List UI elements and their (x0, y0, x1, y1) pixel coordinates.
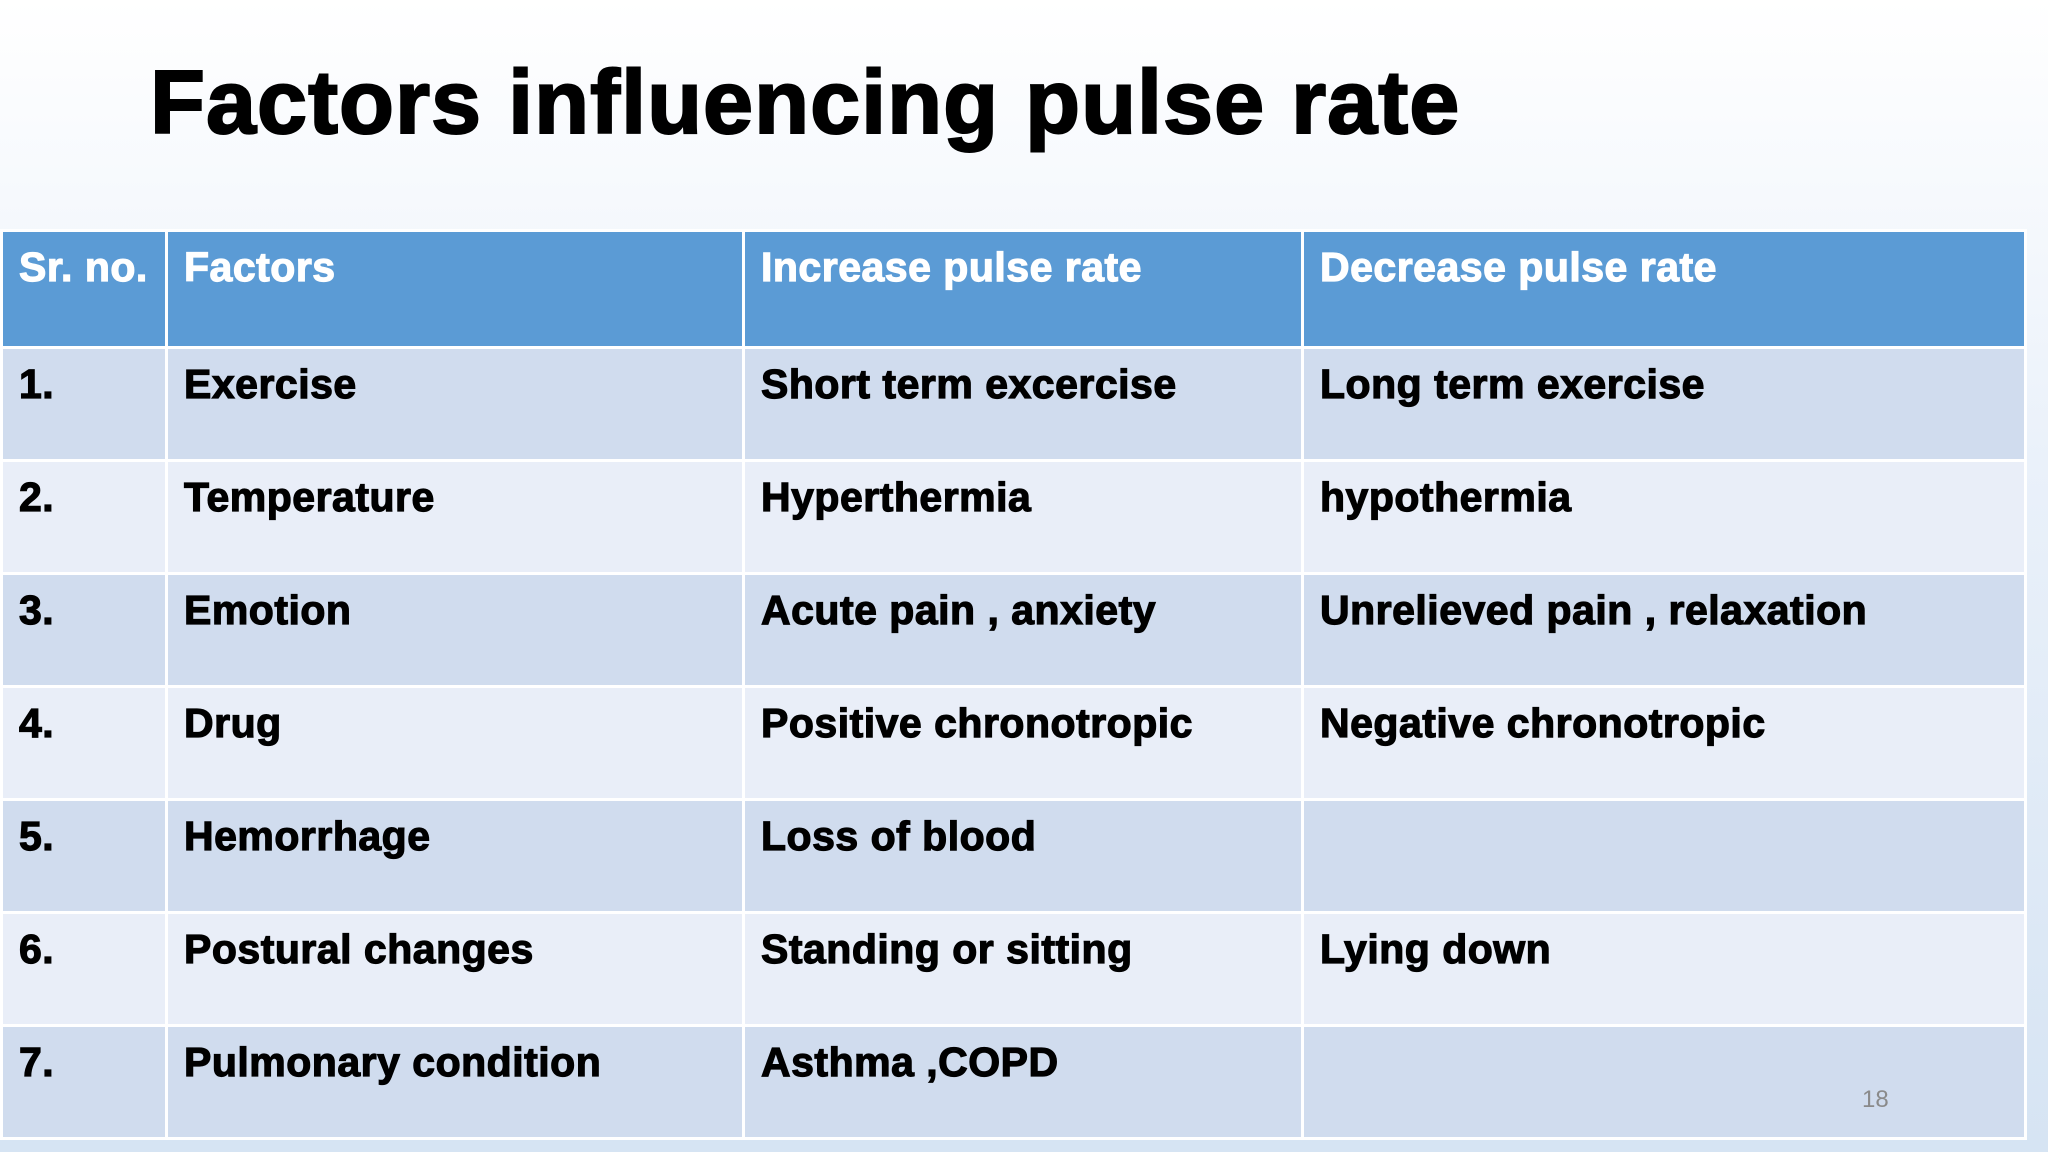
table-cell: Asthma ,COPD (742, 1024, 1304, 1140)
table-cell: Short term excercise (742, 346, 1304, 462)
table-cell: 6. (0, 911, 168, 1027)
slide-title: Factors influencing pulse rate (149, 52, 1461, 154)
table-cell: 7. (0, 1024, 168, 1140)
table-row: 1. Exercise Short term excercise Long term … (0, 346, 2027, 462)
table-head: Sr. no. Factors Increase pulse rate Decreas… (0, 229, 2027, 349)
table-cell: Exercise (165, 346, 745, 462)
table-cell: Long term exercise (1301, 346, 2027, 462)
table-cell: Postural changes (165, 911, 745, 1027)
table-cell: Drug (165, 685, 745, 801)
table-cell: Negative chronotropic (1301, 685, 2027, 801)
table-cell: 1. (0, 346, 168, 462)
table-body: 1. Exercise Short term excercise Long term … (0, 346, 2027, 1140)
table-cell (1301, 1024, 2027, 1140)
page-number: 18 (1862, 1086, 1889, 1113)
table-cell: Lying down (1301, 911, 2027, 1027)
table-row: 5. Hemorrhage Loss of blood (0, 798, 2027, 914)
table-cell (1301, 798, 2027, 914)
factors-table: Sr. no. Factors Increase pulse rate Decreas… (0, 229, 2027, 1140)
table-cell: Loss of blood (742, 798, 1304, 914)
table-cell: 5. (0, 798, 168, 914)
table-row: 4. Drug Positive chronotropic Negative chro… (0, 685, 2027, 801)
column-header: Factors (165, 229, 745, 349)
column-header: Increase pulse rate (742, 229, 1304, 349)
column-header: Decrease pulse rate (1301, 229, 2027, 349)
table-cell: 4. (0, 685, 168, 801)
table-cell: 3. (0, 572, 168, 688)
table-row: 2. Temperature Hyperthermia hypothermia (0, 459, 2027, 575)
table-row: 3. Emotion Acute pain , anxiety Unrelieved … (0, 572, 2027, 688)
table-cell: 2. (0, 459, 168, 575)
table-row: 7. Pulmonary condition Asthma ,COPD (0, 1024, 2027, 1140)
table-row: 6. Postural changes Standing or sitting Lyi… (0, 911, 2027, 1027)
column-header: Sr. no. (0, 229, 168, 349)
header-row: Sr. no. Factors Increase pulse rate Decreas… (0, 229, 2027, 349)
table-cell: Positive chronotropic (742, 685, 1304, 801)
table-cell: Pulmonary condition (165, 1024, 745, 1140)
table-cell: Hemorrhage (165, 798, 745, 914)
table-cell: Unrelieved pain , relaxation (1301, 572, 2027, 688)
table-cell: Emotion (165, 572, 745, 688)
table-cell: hypothermia (1301, 459, 2027, 575)
table-cell: Acute pain , anxiety (742, 572, 1304, 688)
table-cell: Temperature (165, 459, 745, 575)
table-cell: Standing or sitting (742, 911, 1304, 1027)
table-cell: Hyperthermia (742, 459, 1304, 575)
